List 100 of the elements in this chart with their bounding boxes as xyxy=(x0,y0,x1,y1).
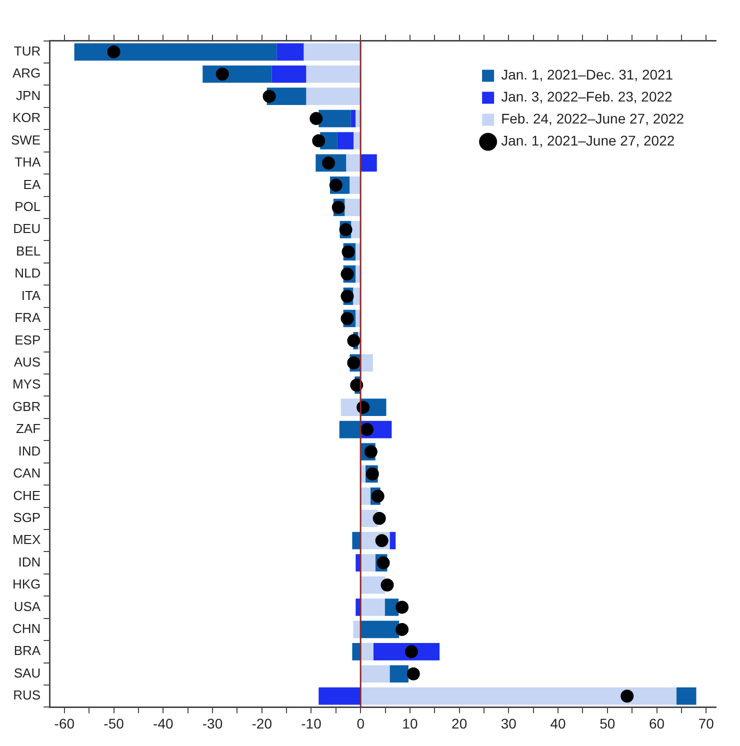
y-tick-label: ESP xyxy=(14,332,41,348)
bar xyxy=(272,65,306,83)
y-tick-label: USA xyxy=(14,598,41,614)
bar xyxy=(318,687,360,705)
x-tick-label: 70 xyxy=(698,715,714,732)
y-tick-label: JPN xyxy=(16,88,41,103)
bar xyxy=(353,288,360,305)
x-tick-label: 0 xyxy=(356,715,365,732)
bar xyxy=(390,665,408,683)
y-tick-label: ZAF xyxy=(16,421,41,436)
y-tick-label: FRA xyxy=(14,310,41,326)
point xyxy=(406,667,420,680)
y-tick-label: BEL xyxy=(16,243,41,258)
bar xyxy=(361,554,376,572)
y-tick-label: ITA xyxy=(21,288,41,303)
bar xyxy=(356,310,360,328)
y-tick-label: POL xyxy=(14,198,41,214)
bar xyxy=(306,65,360,83)
y-tick-label: NLD xyxy=(14,266,41,281)
x-tick-label: 30 xyxy=(500,715,517,732)
x-tick-label: -50 xyxy=(104,715,124,732)
bar xyxy=(352,532,360,550)
bar xyxy=(350,176,360,194)
x-tick-label: 60 xyxy=(648,715,665,732)
point xyxy=(376,556,390,570)
x-tick-label: -60 xyxy=(54,715,75,732)
bar xyxy=(340,398,360,416)
x-tick-label: -30 xyxy=(202,715,223,732)
point xyxy=(340,312,354,325)
bar xyxy=(306,88,360,105)
y-tick-label: EA xyxy=(23,176,41,192)
y-tick-label: CHE xyxy=(13,488,41,503)
bar xyxy=(361,643,374,660)
bar xyxy=(676,687,696,705)
bar xyxy=(337,132,354,150)
bar xyxy=(361,687,677,705)
bar xyxy=(318,110,351,128)
x-tick-label: 40 xyxy=(550,715,566,732)
point xyxy=(380,578,394,592)
x-tick-label: -40 xyxy=(153,715,174,732)
bar xyxy=(354,132,360,150)
y-tick-label: IND xyxy=(18,443,41,458)
point xyxy=(340,268,354,281)
y-tick-label: RUS xyxy=(13,688,41,703)
point xyxy=(310,112,323,126)
y-tick-label: KOR xyxy=(12,110,41,126)
point xyxy=(339,223,352,236)
bar xyxy=(361,665,390,683)
bar xyxy=(356,598,360,616)
bar xyxy=(361,354,373,372)
x-tick-label: -20 xyxy=(252,715,272,732)
point xyxy=(371,490,384,503)
point xyxy=(340,290,354,303)
legend-label: Jan. 3, 2022–Feb. 23, 2022 xyxy=(501,88,673,105)
y-tick-label: GBR xyxy=(12,398,41,414)
y-tick-label: TUR xyxy=(14,43,41,58)
y-tick-label: SGP xyxy=(13,510,41,525)
y-tick-label: MEX xyxy=(12,532,41,548)
y-tick-label: SWE xyxy=(10,132,41,148)
y-tick-label: IDN xyxy=(18,554,41,570)
y-tick-label: MYS xyxy=(12,376,41,392)
bar xyxy=(339,420,360,438)
point xyxy=(347,356,360,370)
point xyxy=(404,645,418,658)
bar xyxy=(304,43,360,61)
y-tick-label: AUS xyxy=(14,354,41,370)
y-tick-label: THA xyxy=(14,154,41,170)
legend-label: Feb. 24, 2022–June 27, 2022 xyxy=(501,110,684,127)
bar xyxy=(356,110,360,128)
bar xyxy=(361,620,400,638)
point xyxy=(216,68,229,81)
y-tick-label: BRA xyxy=(14,643,41,658)
point xyxy=(332,200,345,214)
bar xyxy=(353,620,360,638)
y-tick-label: DEU xyxy=(13,221,41,236)
x-tick-label: 20 xyxy=(452,715,468,732)
point xyxy=(396,600,409,614)
point xyxy=(620,690,634,703)
bar xyxy=(344,198,360,216)
x-tick-label: -10 xyxy=(301,715,322,732)
point xyxy=(396,622,409,636)
bar xyxy=(346,154,360,172)
y-tick-label: CHN xyxy=(12,621,41,636)
point xyxy=(312,134,326,148)
legend-label: Jan. 1, 2021–June 27, 2022 xyxy=(501,132,675,149)
y-tick-label: CAN xyxy=(13,466,41,481)
bar xyxy=(361,488,370,505)
y-tick-label: SAU xyxy=(14,665,41,680)
point xyxy=(366,467,379,480)
point xyxy=(107,45,120,58)
bar xyxy=(74,43,277,61)
x-tick-label: 10 xyxy=(402,715,418,732)
bar xyxy=(356,265,360,283)
bar xyxy=(361,598,385,616)
y-tick-label: ARG xyxy=(12,66,41,81)
point xyxy=(347,334,360,348)
bar xyxy=(356,554,360,572)
bar xyxy=(361,154,377,172)
bar xyxy=(352,643,360,660)
bar xyxy=(356,243,360,260)
